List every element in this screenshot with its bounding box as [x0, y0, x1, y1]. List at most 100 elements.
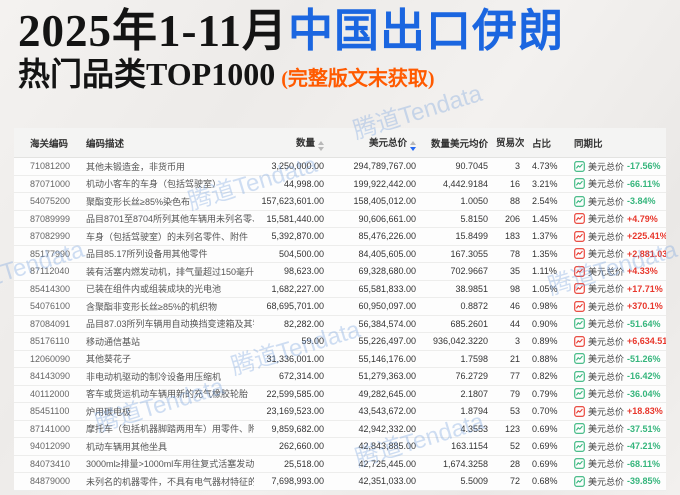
- yoy-cell: 美元总价 -51.26%: [564, 352, 666, 365]
- sort-icon-active[interactable]: [410, 140, 416, 151]
- hs-code: 84879000: [30, 476, 71, 487]
- share-value: 2.54%: [532, 196, 558, 207]
- col-header-yoy: 同期比: [574, 138, 603, 150]
- title-line-2: 热门品类TOP1000 (完整版文末获取): [18, 56, 680, 93]
- quantity-value: 1,682,227.00: [271, 283, 324, 294]
- avg-price-value: 1.8794: [460, 406, 488, 417]
- trend-down-icon: [574, 458, 585, 470]
- quantity-value: 5,392,870.00: [271, 231, 324, 242]
- share-value: 3.21%: [532, 178, 558, 189]
- table-row: 71081200 其他未锻造金，非货币用 3,250,000.00 294,789,7…: [14, 158, 666, 176]
- trade-count-value: 79: [509, 388, 520, 399]
- trade-count-value: 21: [509, 353, 520, 364]
- trade-count-value: 53: [509, 406, 520, 417]
- yoy-cell: 美元总价 +225.41%: [564, 230, 666, 243]
- trend-up-icon: [574, 213, 585, 225]
- yoy-value: +225.41%: [627, 231, 666, 242]
- yoy-cell: 美元总价 -36.04%: [564, 387, 666, 400]
- code-description: 品目8701至8704所列其他车辆用未列名零、附件: [86, 214, 254, 225]
- trend-up-icon: [574, 405, 585, 417]
- yoy-cell: 美元总价 +18.83%: [564, 405, 666, 418]
- yoy-metric-label: 美元总价: [588, 441, 625, 452]
- hs-code: 87112040: [30, 266, 70, 277]
- quantity-value: 25,518.00: [283, 458, 324, 469]
- avg-price-value: 15.8499: [455, 231, 488, 242]
- quantity-value: 9,859,682.00: [271, 423, 324, 434]
- trade-count-value: 3: [514, 336, 520, 347]
- code-description: 品目85.17所列设备用其他零件: [86, 249, 208, 260]
- trade-count-value: 35: [509, 266, 520, 277]
- avg-price-value: 38.9851: [455, 283, 488, 294]
- code-description: 3000ml≥排量>1000ml车用往复式活塞发动机: [86, 459, 254, 470]
- yoy-value: +4.33%: [627, 266, 658, 277]
- hs-code: 84143090: [30, 371, 71, 382]
- usd-total-value: 85,476,226.00: [358, 231, 416, 242]
- yoy-metric-label: 美元总价: [588, 476, 625, 487]
- code-description: 车身（包括驾驶室）的未列名零件、附件: [86, 231, 249, 242]
- yoy-cell: 美元总价+6,634.51%: [564, 335, 666, 348]
- table-row: 87071000 机动小客车的车身（包括驾驶室） 44,998.00 199,922,…: [14, 176, 666, 193]
- trend-down-icon: [574, 440, 585, 452]
- title-period: 2025年1-11月: [18, 6, 289, 56]
- table-row: 54076100 含聚酯非变形长丝≥85%的机织物 68,695,701.00 60,…: [14, 298, 666, 316]
- code-description: 其他葵花子: [86, 354, 132, 365]
- table-body: 71081200 其他未锻造金，非货币用 3,250,000.00 294,789,7…: [14, 158, 666, 491]
- trade-count-value: 206: [504, 213, 520, 224]
- avg-price-value: 1.0050: [460, 196, 488, 207]
- yoy-cell: 美元总价 -37.51%: [564, 422, 666, 435]
- avg-price-value: 163.1154: [451, 441, 488, 452]
- page-title: 2025年1-11月中国出口伊朗 热门品类TOP1000 (完整版文末获取): [0, 0, 680, 93]
- yoy-value: -37.51%: [627, 423, 661, 434]
- trend-up-icon: [574, 300, 585, 312]
- usd-total-value: 42,843,885.00: [358, 441, 416, 452]
- share-value: 0.68%: [532, 476, 558, 487]
- table-row: 85177990 品目85.17所列设备用其他零件 504,500.00 84,405…: [14, 246, 666, 263]
- hs-code: 87141000: [30, 423, 71, 434]
- quantity-value: 59.00: [301, 336, 324, 347]
- trade-count-value: 183: [504, 231, 520, 242]
- col-header-avg-price: 数量美元均价: [430, 138, 488, 150]
- yoy-metric-label: 美元总价: [588, 459, 625, 470]
- usd-total-value: 90,606,661.00: [358, 213, 416, 224]
- trend-down-icon: [574, 423, 585, 435]
- trend-down-icon: [574, 160, 585, 172]
- hs-code: 87071000: [30, 178, 71, 189]
- col-header-quantity[interactable]: 数量: [254, 135, 328, 151]
- table-row: 12060090 其他葵花子 31,336,001.00 55,146,176.00 1…: [14, 351, 666, 368]
- usd-total-value: 42,725,445.00: [358, 458, 416, 469]
- table-row: 40112000 客车或货运机动车辆用新的充气橡胶轮胎 22,599,585.00 4…: [14, 386, 666, 403]
- usd-total-value: 42,351,033.00: [358, 476, 416, 487]
- title-highlight: 中国出口伊朗: [288, 6, 565, 56]
- avg-price-value: 5.5009: [460, 476, 488, 487]
- col-header-share: 占比: [532, 138, 552, 150]
- yoy-value: +4.79%: [627, 213, 658, 224]
- trade-count-value: 98: [509, 283, 520, 294]
- hs-code: 84073410: [30, 458, 71, 469]
- yoy-metric-label: 美元总价: [588, 354, 625, 365]
- sort-icon[interactable]: [318, 140, 324, 151]
- share-value: 1.05%: [532, 283, 558, 294]
- avg-price-value: 0.8872: [460, 301, 488, 312]
- trend-up-icon: [574, 335, 585, 347]
- usd-total-value: 199,922,442.00: [353, 178, 416, 189]
- quantity-value: 82,282.00: [283, 318, 324, 329]
- avg-price-value: 702.9667: [450, 266, 488, 277]
- trend-up-icon: [574, 248, 585, 260]
- yoy-cell: 美元总价+2,881.03%: [564, 247, 666, 260]
- export-table: 海关编码 编码描述 数量 美元总价 数量美元均价 贸易次数 占比 同期比 710…: [14, 128, 666, 491]
- col-header-trade-count[interactable]: 贸易次数: [492, 135, 524, 151]
- col-header-description: 编码描述: [86, 138, 125, 150]
- yoy-metric-label: 美元总价: [588, 249, 625, 260]
- yoy-value: -39.85%: [627, 476, 661, 487]
- quantity-value: 3,250,000.00: [271, 161, 324, 172]
- hs-code: 12060090: [30, 353, 71, 364]
- yoy-metric-label: 美元总价: [588, 284, 625, 295]
- yoy-value: -3.84%: [627, 196, 656, 207]
- avg-price-value: 2.1807: [460, 388, 488, 399]
- share-value: 1.35%: [532, 248, 558, 259]
- table-row: 84143090 非电动机驱动的制冷设备用压缩机 672,314.00 51,279,…: [14, 368, 666, 386]
- col-header-usd-total[interactable]: 美元总价: [328, 135, 420, 151]
- code-description: 已装在组件内或组装成块的光电池: [86, 284, 222, 295]
- avg-price-value: 1,674.3258: [442, 458, 488, 469]
- usd-total-value: 49,282,645.00: [358, 388, 416, 399]
